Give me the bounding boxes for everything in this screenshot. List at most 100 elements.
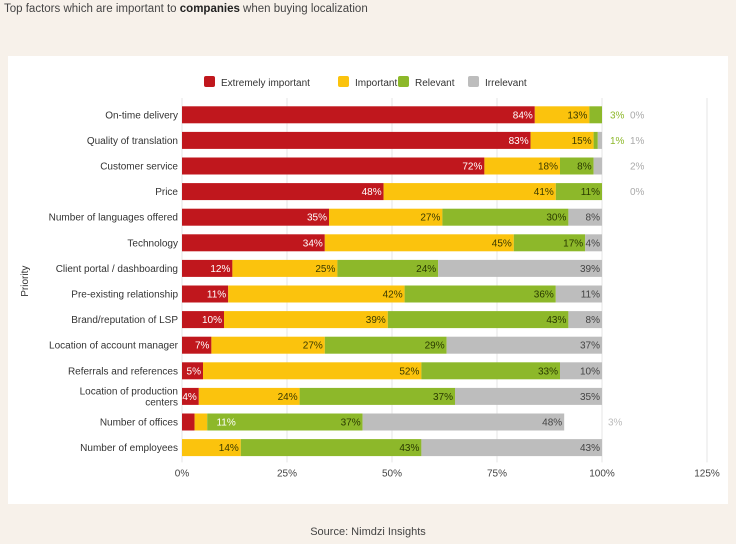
category-label: Location of production centers <box>80 386 178 408</box>
legend-label-important: Important <box>355 78 397 89</box>
bar-important-number-of-offices <box>194 413 208 431</box>
data-label: 10% <box>580 366 600 377</box>
bar-irrelevant-number-of-employees <box>421 439 602 457</box>
data-label: 24% <box>416 264 436 275</box>
data-label: 11% <box>581 187 600 198</box>
bar-important-pre-existing-relationship <box>228 285 405 303</box>
category-label: Customer service <box>100 162 178 173</box>
data-label: 1% <box>610 136 625 147</box>
category-label: Number of offices <box>100 418 178 429</box>
data-label: 34% <box>303 238 323 249</box>
category-label: Number of languages offered <box>49 213 178 224</box>
data-label: 29% <box>425 341 445 352</box>
bar-irrelevant-number-of-languages-offered <box>568 208 602 226</box>
data-label: 0% <box>630 110 645 121</box>
category-label: On-time delivery <box>105 110 178 121</box>
bar-extremely-important-referrals-and-references <box>182 362 203 380</box>
data-label: 8% <box>586 213 601 224</box>
legend-swatch-irrelevant <box>468 76 479 87</box>
data-label: 41% <box>534 187 554 198</box>
bar-relevant-number-of-offices <box>207 413 363 431</box>
legend-label-relevant: Relevant <box>415 78 455 89</box>
category-label: Brand/reputation of LSP <box>71 315 178 326</box>
data-label: 8% <box>586 315 601 326</box>
legend-label-irrelevant: Irrelevant <box>485 78 527 89</box>
bar-irrelevant-quality-of-translation <box>597 131 602 149</box>
data-label: 4% <box>182 392 197 403</box>
data-label: 3% <box>608 418 623 429</box>
bar-extremely-important-pre-existing-relationship <box>182 285 229 303</box>
bar-relevant-quality-of-translation <box>593 131 598 149</box>
bar-extremely-important-location-of-account-manager <box>182 336 212 354</box>
data-label: 39% <box>580 264 600 275</box>
data-label: 1% <box>630 136 645 147</box>
data-label: 17% <box>563 238 583 249</box>
data-label: 83% <box>509 136 529 147</box>
data-label: 35% <box>580 392 600 403</box>
legend-swatch-extremely-important <box>204 76 215 87</box>
data-label: 7% <box>195 341 210 352</box>
bar-relevant-location-of-account-manager <box>324 336 447 354</box>
x-tick-label: 75% <box>487 468 507 479</box>
data-label: 84% <box>513 110 533 121</box>
chart-panel: 0% 25% 50% 75% 100% 125% Extremely important Im… <box>8 56 728 504</box>
bar-important-client-portal-dashboarding <box>232 259 338 277</box>
data-label: 30% <box>546 213 566 224</box>
bar-relevant-customer-service <box>560 157 594 175</box>
data-label: 3% <box>610 110 625 121</box>
data-label: 43% <box>546 315 566 326</box>
bar-extremely-important-number-of-languages-offered <box>182 208 329 226</box>
bar-important-location-of-account-manager <box>211 336 325 354</box>
category-label: Technology <box>127 238 178 249</box>
bar-extremely-important-brand-reputation-of-lsp <box>182 311 224 329</box>
category-label: Quality of translation <box>87 136 178 147</box>
legend-swatch-relevant <box>398 76 409 87</box>
bar-extremely-important-quality-of-translation <box>182 131 531 149</box>
data-label: 12% <box>210 264 230 275</box>
category-label: Price <box>155 187 178 198</box>
bar-extremely-important-number-of-offices <box>182 413 195 431</box>
data-label: 37% <box>341 418 361 429</box>
data-label: 14% <box>219 443 239 454</box>
x-tick-label: 125% <box>694 468 720 479</box>
category-label: Number of employees <box>80 443 178 454</box>
data-label: 42% <box>383 290 403 301</box>
bar-relevant-number-of-employees <box>240 439 422 457</box>
bar-irrelevant-referrals-and-references <box>560 362 602 380</box>
bar-relevant-client-portal-dashboarding <box>337 259 439 277</box>
bar-important-customer-service <box>484 157 560 175</box>
bar-irrelevant-location-of-production-centers <box>455 387 602 405</box>
bar-extremely-important-on-time-delivery <box>182 106 535 124</box>
source-note: Source: Nimdzi Insights <box>310 526 426 538</box>
y-axis-title: Priority <box>20 266 31 297</box>
data-label: 45% <box>492 238 512 249</box>
legend-label-extremely-important: Extremely important <box>221 78 310 89</box>
data-label: 37% <box>433 392 453 403</box>
bar-irrelevant-client-portal-dashboarding <box>438 259 602 277</box>
bar-important-price <box>383 183 556 201</box>
category-label: Location of account manager <box>49 341 179 352</box>
bar-extremely-important-location-of-production-centers <box>182 387 199 405</box>
data-label: 48% <box>362 187 382 198</box>
data-label: 43% <box>399 443 419 454</box>
bar-relevant-number-of-languages-offered <box>442 208 569 226</box>
data-label: 39% <box>366 315 386 326</box>
data-label: 11% <box>581 290 600 301</box>
data-label: 3% <box>608 418 623 429</box>
page-title: Top factors which are important to compa… <box>4 3 368 15</box>
bar-irrelevant-location-of-account-manager <box>446 336 602 354</box>
data-label: 11% <box>207 290 226 301</box>
data-label: 27% <box>303 341 323 352</box>
legend-swatch-important <box>338 76 349 87</box>
data-label: 5% <box>187 366 202 377</box>
bar-relevant-brand-reputation-of-lsp <box>387 311 569 329</box>
data-label: 24% <box>278 392 298 403</box>
data-label: 2% <box>630 162 645 173</box>
data-label: 15% <box>572 136 592 147</box>
data-label: 18% <box>538 162 558 173</box>
category-label: Pre-existing relationship <box>71 290 178 301</box>
data-label: 48% <box>542 418 562 429</box>
data-label: 37% <box>580 341 600 352</box>
data-label: 33% <box>538 366 558 377</box>
bar-extremely-important-customer-service <box>182 157 485 175</box>
